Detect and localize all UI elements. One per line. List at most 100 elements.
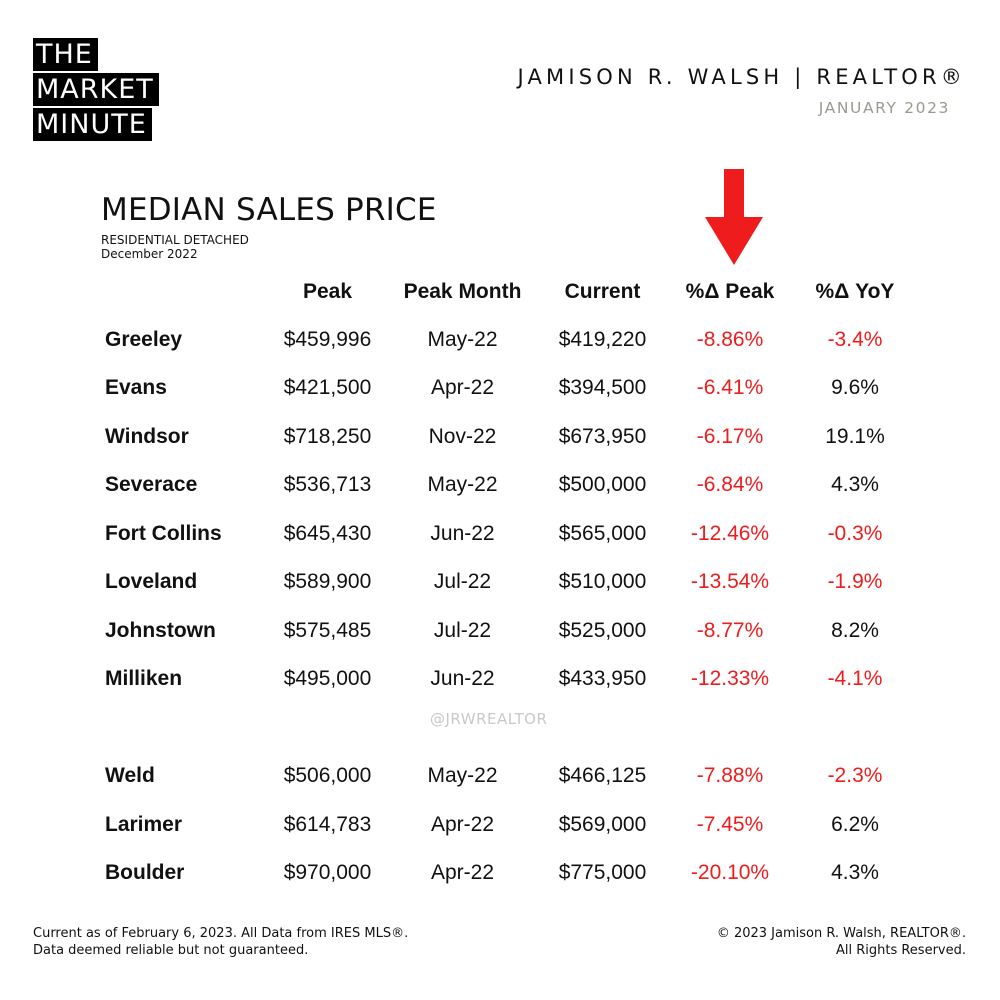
city-cell: Loveland — [105, 570, 198, 593]
pct-yoy-cell: 19.1% — [825, 425, 885, 448]
peak-month-cell: May-22 — [427, 473, 498, 496]
brand-line-2: MARKET — [33, 73, 159, 106]
current-cell: $510,000 — [558, 570, 647, 593]
subtitle-category: RESIDENTIAL DETACHED — [101, 233, 249, 247]
pct-peak-cell: -7.88% — [696, 764, 764, 787]
peak-cell: $459,996 — [283, 328, 372, 351]
footer-left-line-1: Current as of February 6, 2023. All Data… — [33, 926, 409, 941]
peak-month-cell: May-22 — [427, 764, 498, 787]
peak-cell: $614,783 — [283, 813, 372, 836]
pct-yoy-cell: 4.3% — [831, 861, 879, 884]
peak-cell: $970,000 — [283, 861, 372, 884]
pct-yoy-cell: 9.6% — [831, 376, 879, 399]
city-cell: Milliken — [105, 667, 183, 690]
peak-cell: $536,713 — [283, 473, 372, 496]
current-cell: $525,000 — [558, 619, 647, 642]
peak-cell: $645,430 — [283, 522, 372, 545]
table-row: Severace $536,713 May-22 $500,000 -6.84% 4.3% — [0, 465, 1000, 505]
header-peak-month: Peak Month — [403, 280, 522, 303]
brand-line-1: THE — [33, 38, 98, 71]
pct-yoy-cell: 8.2% — [831, 619, 879, 642]
footer-left-line-2: Data deemed reliable but not guaranteed. — [33, 943, 309, 958]
peak-month-cell: Jun-22 — [430, 522, 495, 545]
pct-peak-cell: -8.77% — [696, 619, 764, 642]
peak-cell: $589,900 — [283, 570, 372, 593]
table-row: Weld $506,000 May-22 $466,125 -7.88% -2.3% — [0, 756, 1000, 796]
header-current: Current — [564, 280, 641, 303]
table-row: Milliken $495,000 Jun-22 $433,950 -12.33% -4.… — [0, 659, 1000, 699]
pct-peak-cell: -13.54% — [690, 570, 770, 593]
city-cell: Windsor — [105, 425, 189, 448]
city-cell: Johnstown — [105, 619, 216, 642]
agent-name: JAMISON R. WALSH | REALTOR® — [517, 65, 966, 89]
pct-yoy-cell: -2.3% — [827, 764, 883, 787]
pct-peak-cell: -8.86% — [696, 328, 764, 351]
peak-cell: $495,000 — [283, 667, 372, 690]
header-pct-peak: %Δ Peak — [685, 280, 775, 303]
peak-cell: $718,250 — [283, 425, 372, 448]
current-cell: $775,000 — [558, 861, 647, 884]
peak-month-cell: Apr-22 — [430, 861, 495, 884]
current-cell: $433,950 — [558, 667, 647, 690]
table-row: Larimer $614,783 Apr-22 $569,000 -7.45% 6.2% — [0, 805, 1000, 845]
pct-peak-cell: -12.33% — [690, 667, 770, 690]
current-cell: $500,000 — [558, 473, 647, 496]
peak-cell: $506,000 — [283, 764, 372, 787]
header-pct-yoy: %Δ YoY — [815, 280, 895, 303]
brand-logo: THE MARKET MINUTE — [33, 38, 159, 143]
pct-yoy-cell: -1.9% — [827, 570, 883, 593]
peak-cell: $575,485 — [283, 619, 372, 642]
pct-peak-cell: -20.10% — [690, 861, 770, 884]
current-cell: $466,125 — [558, 764, 647, 787]
pct-yoy-cell: -0.3% — [827, 522, 883, 545]
peak-month-cell: Jul-22 — [433, 619, 492, 642]
pct-peak-cell: -6.84% — [696, 473, 764, 496]
city-cell: Severace — [105, 473, 198, 496]
current-cell: $569,000 — [558, 813, 647, 836]
city-cell: Larimer — [105, 813, 183, 836]
table-row: Greeley $459,996 May-22 $419,220 -8.86% -3.4% — [0, 320, 1000, 360]
pct-yoy-cell: 4.3% — [831, 473, 879, 496]
report-date: JANUARY 2023 — [818, 99, 950, 117]
city-cell: Fort Collins — [105, 522, 222, 545]
brand-line-3: MINUTE — [33, 108, 152, 141]
watermark: @JRWREALTOR — [430, 710, 548, 728]
pct-yoy-cell: -3.4% — [827, 328, 883, 351]
peak-month-cell: Apr-22 — [430, 376, 495, 399]
peak-month-cell: Apr-22 — [430, 813, 495, 836]
page-title: MEDIAN SALES PRICE — [101, 192, 437, 228]
current-cell: $565,000 — [558, 522, 647, 545]
subtitle-period: December 2022 — [101, 247, 198, 261]
city-cell: Greeley — [105, 328, 183, 351]
pct-peak-cell: -12.46% — [690, 522, 770, 545]
header-peak: Peak — [302, 280, 353, 303]
footer-right-line-2: All Rights Reserved. — [835, 943, 966, 958]
peak-month-cell: Jun-22 — [430, 667, 495, 690]
city-cell: Weld — [105, 764, 155, 787]
table-row: Johnstown $575,485 Jul-22 $525,000 -8.77% 8.2… — [0, 611, 1000, 651]
subtitle: RESIDENTIAL DETACHED December 2022 — [101, 233, 249, 261]
current-cell: $394,500 — [558, 376, 647, 399]
pct-yoy-cell: 6.2% — [831, 813, 879, 836]
current-cell: $673,950 — [558, 425, 647, 448]
current-cell: $419,220 — [558, 328, 647, 351]
peak-month-cell: Jul-22 — [433, 570, 492, 593]
table-row: Boulder $970,000 Apr-22 $775,000 -20.10% 4.3% — [0, 853, 1000, 893]
peak-month-cell: May-22 — [427, 328, 498, 351]
footer-copyright: © 2023 Jamison R. Walsh, REALTOR®. All R… — [717, 925, 966, 959]
pct-peak-cell: -6.17% — [696, 425, 764, 448]
down-arrow-icon — [705, 169, 763, 265]
table-row: Loveland $589,900 Jul-22 $510,000 -13.54% -1.… — [0, 562, 1000, 602]
peak-month-cell: Nov-22 — [428, 425, 497, 448]
pct-peak-cell: -7.45% — [696, 813, 764, 836]
table-row: Windsor $718,250 Nov-22 $673,950 -6.17% 19.1% — [0, 417, 1000, 457]
pct-peak-cell: -6.41% — [696, 376, 764, 399]
table-row: Evans $421,500 Apr-22 $394,500 -6.41% 9.6% — [0, 368, 1000, 408]
pct-yoy-cell: -4.1% — [827, 667, 883, 690]
peak-cell: $421,500 — [283, 376, 372, 399]
city-cell: Evans — [105, 376, 167, 399]
city-cell: Boulder — [105, 861, 185, 884]
table-row: Fort Collins $645,430 Jun-22 $565,000 -12.46… — [0, 514, 1000, 554]
footer-right-line-1: © 2023 Jamison R. Walsh, REALTOR®. — [716, 926, 966, 941]
footer-disclaimer: Current as of February 6, 2023. All Data… — [33, 925, 408, 959]
